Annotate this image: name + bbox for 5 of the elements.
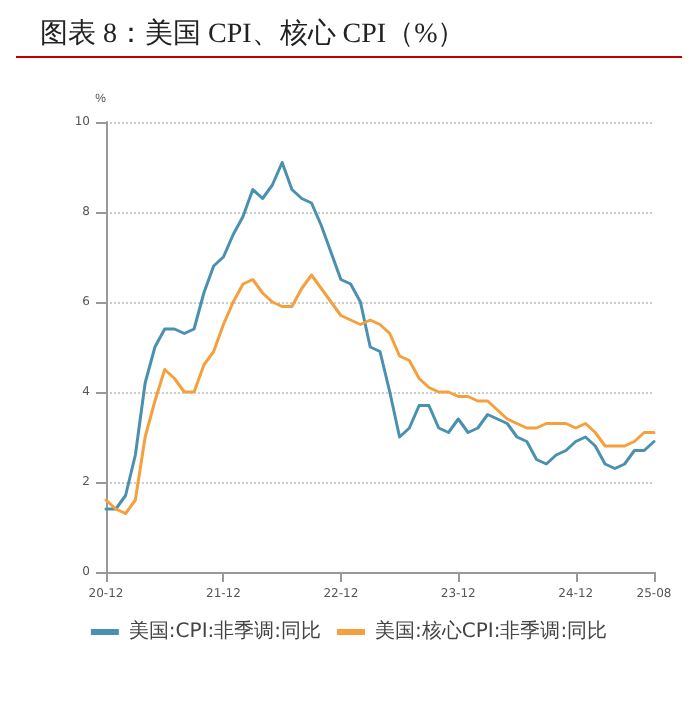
legend-label: 美国:CPI:非季调:同比 <box>128 619 322 643</box>
chart-title: 图表 8：美国 CPI、核心 CPI（%） <box>16 16 682 58</box>
legend-label: 美国:核心CPI:非季调:同比 <box>375 619 608 643</box>
line-series <box>104 273 656 515</box>
line-series <box>104 161 656 511</box>
